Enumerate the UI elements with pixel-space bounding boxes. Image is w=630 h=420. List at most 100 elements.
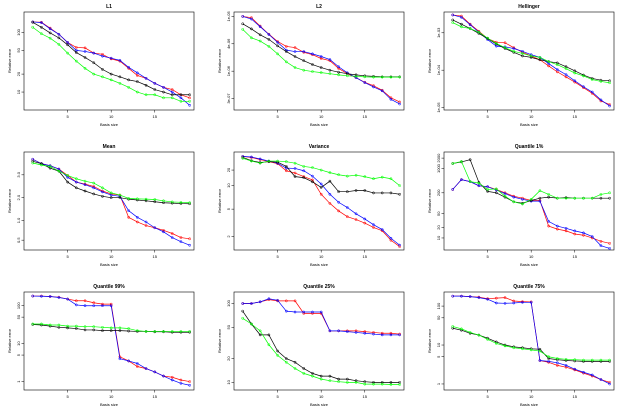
data-point <box>101 54 104 58</box>
y-tick-label: 2 <box>226 235 231 238</box>
data-point <box>608 104 611 108</box>
series-line <box>242 317 400 385</box>
series-black <box>241 309 401 384</box>
series-black <box>241 22 401 79</box>
series-line <box>32 26 190 102</box>
data-point <box>319 182 323 186</box>
panel-2: L2 5 10 15 3e-07 1e-06 4e-06 1e-05 Basis size Rel… <box>217 4 405 127</box>
data-point <box>162 96 165 100</box>
data-point <box>529 197 533 201</box>
data-point <box>258 157 262 161</box>
data-point <box>92 328 96 332</box>
data-point <box>267 297 271 301</box>
data-point <box>547 193 550 196</box>
y-axis-label: Relative error <box>217 48 222 73</box>
data-point <box>599 193 603 196</box>
y-tick-label: 1.0 <box>16 217 21 223</box>
x-tick-label: 10 <box>109 394 114 399</box>
series-line <box>32 324 190 333</box>
data-point <box>380 333 384 337</box>
data-point <box>179 240 183 244</box>
data-point <box>460 327 463 331</box>
y-tick-label: 10 <box>16 341 21 346</box>
data-point <box>486 190 489 193</box>
data-point <box>31 161 35 165</box>
y-axis-label: Relative error <box>217 188 222 213</box>
series-red <box>241 298 401 336</box>
data-point <box>398 102 401 106</box>
series-line <box>452 295 610 383</box>
data-point <box>555 227 559 231</box>
data-point <box>162 330 165 333</box>
data-point <box>460 15 463 19</box>
data-point <box>599 378 603 381</box>
y-axis-label: Relative error <box>7 328 12 353</box>
plot-frame <box>443 11 615 111</box>
x-tick-label: 10 <box>529 114 534 119</box>
data-point <box>590 196 594 200</box>
panel-1: L1 5 10 15 10 20 50 100 Basis size Relative error <box>7 4 195 127</box>
data-point <box>144 367 148 370</box>
data-point <box>74 177 78 181</box>
data-point <box>451 326 455 330</box>
data-point <box>66 326 69 330</box>
data-point <box>590 90 594 94</box>
series-green <box>241 316 401 386</box>
data-point <box>118 59 122 62</box>
data-point <box>258 300 262 304</box>
series-black <box>451 326 611 363</box>
data-point <box>92 51 96 55</box>
series-green <box>451 325 611 362</box>
data-point <box>135 329 139 333</box>
data-point <box>328 379 332 383</box>
y-tick-label: 5 <box>226 207 231 210</box>
panel-title: Quantile 75% <box>513 284 545 290</box>
data-point <box>451 325 455 328</box>
y-tick-label: 100 <box>226 299 231 306</box>
panel-title: Quantile 1% <box>515 144 544 150</box>
y-tick-label: 1e-05 <box>226 11 231 22</box>
data-point <box>389 331 393 335</box>
plot-frame <box>443 291 615 391</box>
data-point <box>468 23 472 27</box>
data-point <box>135 71 139 75</box>
data-point <box>337 377 340 381</box>
data-point <box>521 202 524 206</box>
data-point <box>179 96 183 100</box>
plot-frame <box>23 11 195 111</box>
data-point <box>573 79 577 83</box>
data-point <box>57 36 61 40</box>
data-point <box>118 329 122 333</box>
data-point <box>564 229 568 233</box>
data-point <box>538 199 542 203</box>
data-point <box>284 45 288 48</box>
data-point <box>258 39 262 43</box>
data-point <box>337 173 340 177</box>
data-point <box>66 174 69 177</box>
data-point <box>555 224 559 228</box>
data-point <box>363 217 367 221</box>
series-green <box>31 322 191 333</box>
data-point <box>555 63 559 67</box>
data-point <box>302 176 306 179</box>
data-point <box>241 15 245 18</box>
y-tick-label: 50 <box>16 47 21 52</box>
data-point <box>608 241 611 245</box>
data-point <box>135 74 139 77</box>
y-tick-label: 4e-06 <box>226 38 231 49</box>
data-point <box>599 358 603 362</box>
x-axis-label: Basis size <box>100 262 119 267</box>
y-axis-label: Relative error <box>427 48 432 73</box>
data-point <box>372 226 375 229</box>
data-point <box>372 75 375 79</box>
data-point <box>372 382 375 386</box>
series-blue <box>241 297 401 337</box>
data-point <box>74 303 78 307</box>
data-point <box>302 169 306 173</box>
x-axis-label: Basis size <box>310 122 329 127</box>
x-tick-label: 10 <box>319 114 324 119</box>
data-point <box>170 232 174 235</box>
data-point <box>582 231 585 235</box>
